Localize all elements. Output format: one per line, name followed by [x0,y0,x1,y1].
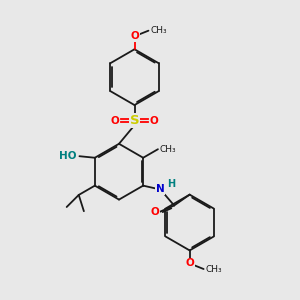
Text: HO: HO [59,151,77,161]
Text: S: S [130,114,139,127]
Text: CH₃: CH₃ [160,145,176,154]
Text: N: N [156,184,165,194]
Text: O: O [151,207,159,217]
Text: O: O [130,31,139,41]
Text: O: O [185,258,194,268]
Text: O: O [149,116,158,126]
Text: CH₃: CH₃ [151,26,167,35]
Text: CH₃: CH₃ [206,265,222,274]
Text: O: O [111,116,120,126]
Text: H: H [167,179,175,189]
